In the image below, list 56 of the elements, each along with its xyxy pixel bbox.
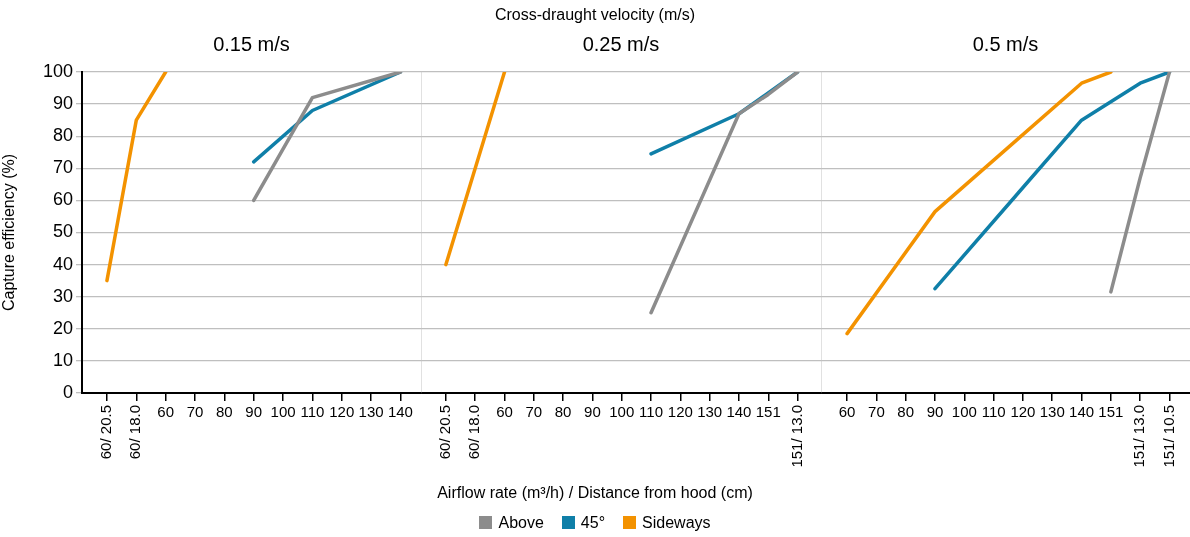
x-tick-label: 151/ 10.5 <box>1159 405 1177 468</box>
x-tick-label: 80 <box>897 402 915 420</box>
chart-title: 0.5 m/s <box>971 33 1040 56</box>
x-axis-title: Airflow rate (m³/h) / Distance from hood (cm) <box>436 484 754 502</box>
x-tick-label: 70 <box>186 402 204 420</box>
x-tick-label: 110 <box>300 402 325 420</box>
x-tick-label: 90 <box>245 402 263 420</box>
y-tick-label: 50 <box>52 221 73 242</box>
text: Cross-draught velocity (m/s) <box>493 6 696 24</box>
legend-label: Above <box>497 514 544 532</box>
y-axis-title: Capture efficiency (%) <box>0 153 18 312</box>
x-tick-label: 151 <box>755 402 781 420</box>
x-tick-label: 90 <box>584 402 601 420</box>
x-tick-label: 100 <box>951 402 977 420</box>
x-tick-label: 60/ 18.0 <box>126 405 144 460</box>
x-tick-label: 60/ 20.5 <box>436 405 454 460</box>
y-tick-label: 10 <box>52 349 73 370</box>
x-tick-label: 151/ 13.0 <box>1130 405 1148 468</box>
x-tick-label: 130 <box>358 402 384 420</box>
x-tick-label: 70 <box>868 402 885 420</box>
y-tick-label: 30 <box>52 285 73 306</box>
x-tick-label: 120 <box>1010 402 1036 420</box>
x-tick-label: 60 <box>157 402 174 420</box>
x-tick-label: 130 <box>697 402 723 420</box>
x-tick-label: 120 <box>329 402 355 420</box>
x-tick-label: 151/ 13.0 <box>787 405 805 468</box>
x-tick-label: 80 <box>554 402 572 420</box>
x-tick-label: 140 <box>1069 402 1095 420</box>
x-tick-label: 70 <box>525 402 543 420</box>
x-tick-label: 120 <box>667 402 693 420</box>
x-tick-label: 60 <box>838 402 856 420</box>
x-tick-label: 130 <box>1039 402 1065 420</box>
y-tick-label: 80 <box>52 125 73 146</box>
x-tick-label: 100 <box>270 402 296 420</box>
y-tick-label: 90 <box>52 93 73 114</box>
legend-label: Sideways <box>641 514 711 532</box>
y-tick-label: 0 <box>62 381 73 402</box>
x-tick-label: 100 <box>609 402 635 420</box>
x-tick-label: 110 <box>981 402 1006 420</box>
x-tick-label: 151 <box>1098 402 1124 420</box>
y-tick-label: 60 <box>52 189 73 210</box>
x-tick-label: 80 <box>216 402 233 420</box>
chart-title: 0.25 m/s <box>581 33 661 56</box>
x-tick-label: 140 <box>387 402 413 420</box>
x-tick-label: 90 <box>926 402 944 420</box>
x-tick-label: 60/ 18.0 <box>465 405 483 460</box>
y-tick-label: 100 <box>42 60 73 81</box>
y-tick-label: 20 <box>52 317 73 338</box>
y-tick-label: 70 <box>52 157 73 178</box>
chart-title: 0.15 m/s <box>212 33 291 56</box>
legend-label: 45° <box>579 514 606 532</box>
x-tick-label: 140 <box>726 402 752 420</box>
x-tick-label: 60/ 20.5 <box>97 405 115 460</box>
x-tick-label: 110 <box>639 402 663 420</box>
y-tick-label: 40 <box>52 253 73 274</box>
x-tick-label: 60 <box>496 402 513 420</box>
